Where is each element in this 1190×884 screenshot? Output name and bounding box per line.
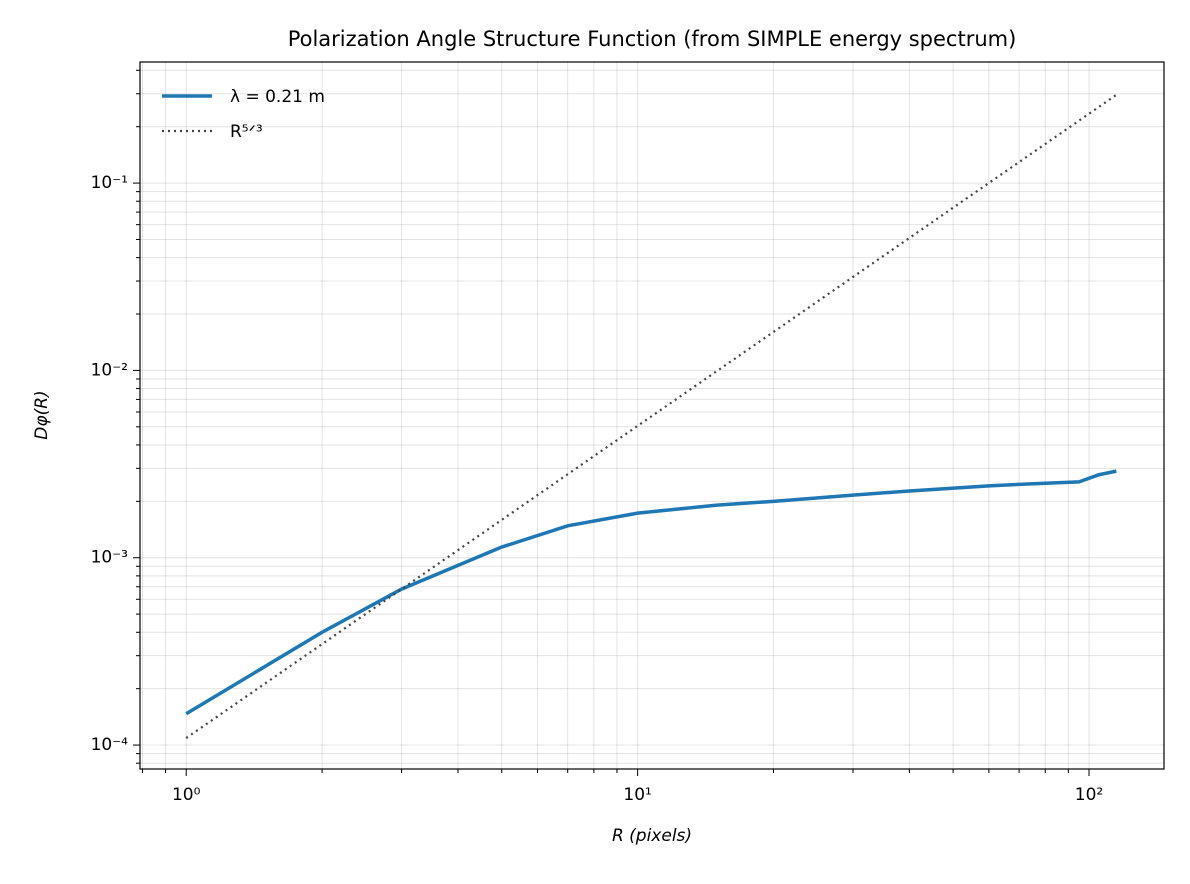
x-tick-label: 10¹ bbox=[623, 785, 651, 805]
plot-frame bbox=[139, 61, 1165, 770]
x-tick-label: 10⁰ bbox=[172, 785, 201, 805]
chart-title: Polarization Angle Structure Function (f… bbox=[288, 27, 1017, 51]
data-line bbox=[185, 469, 1117, 716]
y-tick-label: 10⁻³ bbox=[91, 548, 128, 568]
legend-label: λ = 0.21 m bbox=[230, 87, 325, 107]
legend-label: R⁵ᐟ³ bbox=[230, 122, 263, 142]
y-tick-label: 10⁻¹ bbox=[91, 173, 128, 193]
y-tick-label: 10⁻² bbox=[91, 360, 128, 380]
x-axis-label: R (pixels) bbox=[612, 826, 692, 846]
x-tick-label: 10² bbox=[1075, 785, 1103, 805]
y-tick-label: 10⁻⁴ bbox=[91, 735, 129, 755]
data-line bbox=[185, 93, 1118, 739]
y-axis-label: Dφ(R) bbox=[32, 390, 52, 439]
